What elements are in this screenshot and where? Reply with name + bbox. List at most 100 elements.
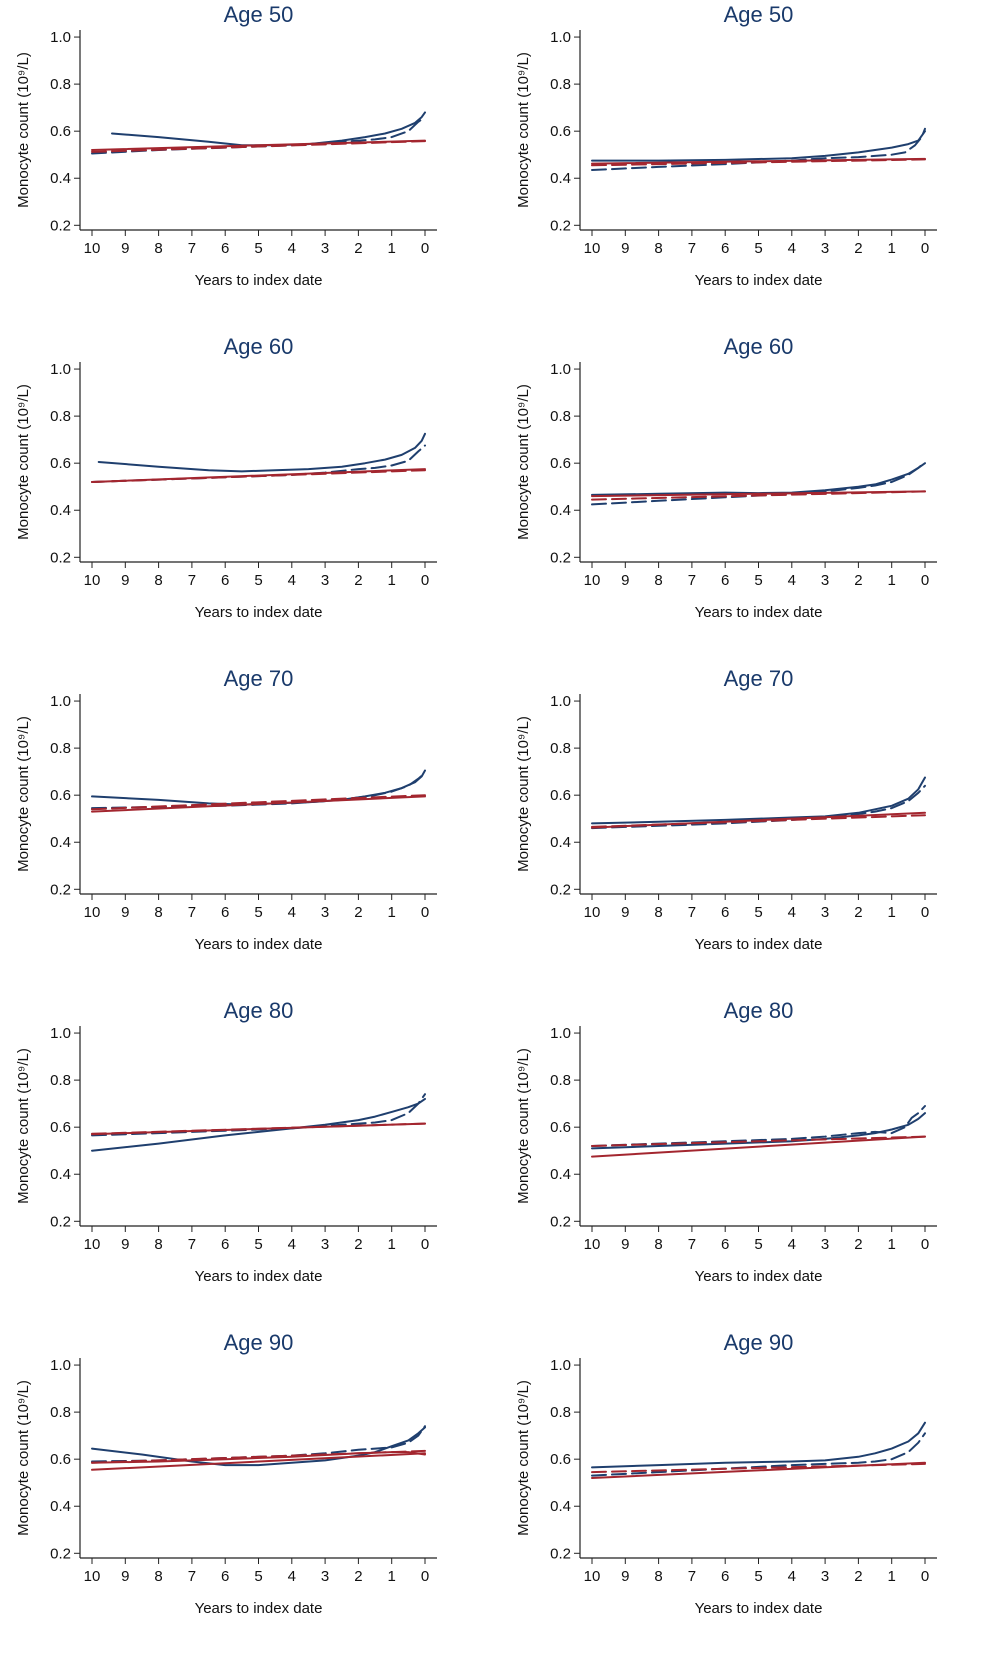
x-tick-label: 0	[921, 572, 929, 589]
x-tick-label: 10	[584, 904, 601, 921]
x-tick-label: 8	[154, 240, 162, 257]
x-tick-label: 7	[188, 240, 196, 257]
y-tick-label: 1.0	[50, 1357, 71, 1374]
x-tick-label: 1	[388, 572, 396, 589]
x-tick-label: 7	[188, 1568, 196, 1585]
y-tick-label: 0.6	[50, 787, 71, 804]
x-tick-label: 5	[754, 572, 762, 589]
y-tick-label: 0.4	[550, 502, 571, 519]
x-tick-label: 6	[221, 240, 229, 257]
chart-panel: Age 60 0.2 0.4 0.6 0.8 1.0 10 9 8 7 6 5 4 3 2 1 0 Years t…	[500, 332, 1000, 667]
y-tick-label: 1.0	[50, 1025, 71, 1042]
x-tick-label: 1	[388, 904, 396, 921]
y-axis-label: Monocyte count (10⁹/L)	[515, 52, 532, 208]
y-tick-label: 0.8	[550, 1404, 571, 1421]
y-tick-label: 0.4	[550, 1498, 571, 1515]
chart-panel: Age 80 0.2 0.4 0.6 0.8 1.0 10 9 8 7 6 5 4 3 2 1 0 Years t…	[500, 996, 1000, 1331]
x-tick-label: 0	[421, 240, 429, 257]
y-tick-label: 0.8	[50, 76, 71, 93]
y-axis-label: Monocyte count (10⁹/L)	[515, 1048, 532, 1204]
y-tick-label: 0.4	[550, 834, 571, 851]
x-tick-label: 8	[154, 1236, 162, 1253]
series-line-0	[591, 1421, 926, 1469]
x-tick-label: 7	[188, 904, 196, 921]
x-axis-label: Years to index date	[195, 604, 323, 621]
x-tick-label: 5	[254, 1568, 262, 1585]
x-tick-label: 3	[821, 904, 829, 921]
series-line-1	[591, 461, 926, 506]
y-tick-label: 0.4	[50, 834, 71, 851]
chart-panel: Age 90 0.2 0.4 0.6 0.8 1.0 10 9 8 7 6 5 4 3 2 1 0 Years t…	[0, 1328, 500, 1663]
y-tick-label: 0.8	[550, 740, 571, 757]
y-tick-label: 0.8	[550, 76, 571, 93]
x-tick-label: 5	[754, 1236, 762, 1253]
y-tick-label: 1.0	[550, 1357, 571, 1374]
x-tick-label: 0	[921, 1568, 929, 1585]
x-tick-label: 2	[354, 1236, 362, 1253]
y-tick-label: 0.8	[50, 408, 71, 425]
chart-title: Age 90	[224, 1330, 294, 1355]
y-tick-label: 1.0	[50, 693, 71, 710]
x-tick-label: 3	[321, 1236, 329, 1253]
x-tick-label: 6	[721, 572, 729, 589]
series-line-2	[591, 157, 926, 165]
y-tick-label: 0.2	[550, 881, 571, 898]
x-tick-label: 8	[154, 572, 162, 589]
x-tick-label: 3	[321, 904, 329, 921]
chart-panel: Age 60 0.2 0.4 0.6 0.8 1.0 10 9 8 7 6 5 4 3 2 1 0 Years t…	[0, 332, 500, 667]
series-line-2	[91, 1452, 426, 1471]
y-tick-label: 0.6	[550, 455, 571, 472]
x-tick-label: 2	[354, 240, 362, 257]
x-tick-label: 4	[788, 572, 796, 589]
x-tick-label: 2	[354, 572, 362, 589]
x-tick-label: 6	[721, 1568, 729, 1585]
series-line-2	[591, 1135, 926, 1158]
series-line-0	[97, 432, 426, 473]
chart-title: Age 60	[224, 334, 294, 359]
y-tick-label: 1.0	[50, 361, 71, 378]
y-tick-label: 1.0	[550, 29, 571, 46]
x-tick-label: 0	[421, 1568, 429, 1585]
x-tick-label: 8	[654, 904, 662, 921]
series-line-1	[591, 127, 926, 171]
x-tick-label: 6	[221, 572, 229, 589]
y-tick-label: 0.4	[550, 170, 571, 187]
x-tick-label: 8	[654, 1236, 662, 1253]
x-tick-label: 7	[188, 1236, 196, 1253]
x-axis-label: Years to index date	[195, 1600, 323, 1617]
x-tick-label: 0	[421, 572, 429, 589]
x-tick-label: 2	[854, 1568, 862, 1585]
y-tick-label: 1.0	[550, 1025, 571, 1042]
y-tick-label: 1.0	[50, 29, 71, 46]
x-tick-label: 2	[354, 904, 362, 921]
x-tick-label: 6	[221, 1568, 229, 1585]
x-tick-label: 9	[621, 904, 629, 921]
x-axis-label: Years to index date	[695, 604, 823, 621]
y-tick-label: 0.4	[50, 1498, 71, 1515]
y-tick-label: 0.6	[50, 1451, 71, 1468]
x-tick-label: 8	[154, 1568, 162, 1585]
x-tick-label: 9	[121, 240, 129, 257]
y-tick-label: 0.6	[50, 1119, 71, 1136]
y-tick-label: 0.8	[550, 408, 571, 425]
x-tick-label: 1	[388, 1236, 396, 1253]
x-tick-label: 8	[154, 904, 162, 921]
y-tick-label: 0.6	[550, 123, 571, 140]
x-tick-label: 1	[888, 1236, 896, 1253]
y-axis-label: Monocyte count (10⁹/L)	[515, 384, 532, 540]
x-tick-label: 1	[888, 240, 896, 257]
x-tick-label: 0	[921, 240, 929, 257]
x-tick-label: 4	[788, 240, 796, 257]
x-tick-label: 9	[621, 1236, 629, 1253]
series-line-1	[591, 1432, 926, 1477]
series-line-4	[91, 1449, 426, 1464]
x-tick-label: 4	[288, 240, 296, 257]
x-tick-label: 0	[921, 1236, 929, 1253]
y-tick-label: 0.2	[50, 1213, 71, 1230]
x-tick-label: 5	[254, 1236, 262, 1253]
y-axis-label: Monocyte count (10⁹/L)	[15, 1380, 32, 1536]
x-tick-label: 2	[854, 1236, 862, 1253]
